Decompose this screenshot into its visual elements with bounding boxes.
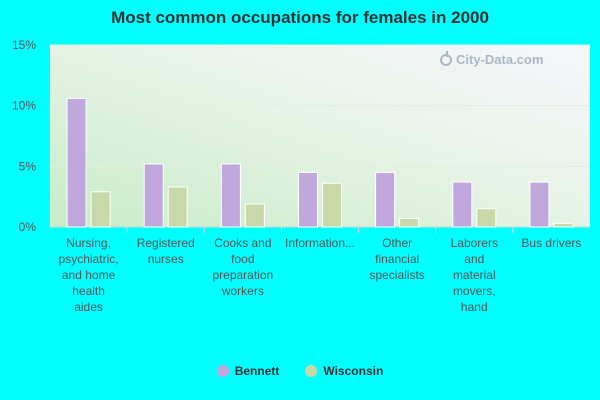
x-tick-label: Information...	[285, 236, 355, 250]
plot-background	[50, 45, 590, 227]
bar-bennett	[452, 181, 473, 228]
legend-swatch	[216, 365, 229, 377]
bar-bennett	[143, 163, 164, 228]
x-tick-label: Registered nurses	[137, 236, 195, 266]
bar-bennett	[529, 181, 550, 228]
x-tick-label: Cooks and food preparation workers	[212, 236, 273, 298]
x-tick-label: Other financial specialists	[369, 236, 424, 282]
x-tick-label: Bus drivers	[521, 236, 581, 250]
bar-bennett	[298, 171, 318, 228]
chart-title: Most common occupations for females in 2…	[111, 8, 489, 27]
bar-bennett	[375, 171, 396, 228]
bar-wisconsin	[167, 186, 188, 228]
bar-bennett	[66, 97, 87, 228]
bar-wisconsin	[322, 182, 342, 228]
legend-item-wisconsin: Wisconsin	[305, 364, 383, 378]
x-tick-label: Laborers and material movers, hand	[451, 236, 498, 314]
y-tick-label: 10%	[12, 99, 36, 113]
bar-wisconsin	[90, 191, 111, 228]
x-axis-labels: Nursing, psychiatric, and home health aides R…	[59, 236, 582, 314]
grid-lines	[50, 44, 590, 233]
legend-label: Wisconsin	[323, 364, 384, 378]
legend-label: Bennett	[234, 364, 280, 378]
bar-wisconsin	[399, 218, 420, 228]
legend-swatch	[305, 365, 318, 377]
search-icon	[440, 50, 452, 66]
x-tick-label: Nursing, psychiatric, and home health aides	[59, 236, 119, 314]
y-tick-label: 15%	[12, 38, 36, 52]
y-tick-label: 5%	[19, 159, 37, 173]
y-tick-label: 0%	[19, 220, 37, 234]
bar-wisconsin	[553, 222, 574, 228]
bar-wisconsin	[244, 203, 265, 228]
bar-bennett	[220, 163, 241, 228]
bar-wisconsin	[476, 208, 497, 228]
legend: Bennett Wisconsin	[0, 364, 600, 378]
watermark-text: City-Data.com	[456, 52, 544, 67]
bars	[66, 97, 574, 228]
legend-item-bennett: Bennett	[216, 364, 280, 378]
y-axis-ticks: 0% 5% 10% 15%	[12, 38, 36, 234]
watermark: City-Data.com	[440, 50, 544, 67]
